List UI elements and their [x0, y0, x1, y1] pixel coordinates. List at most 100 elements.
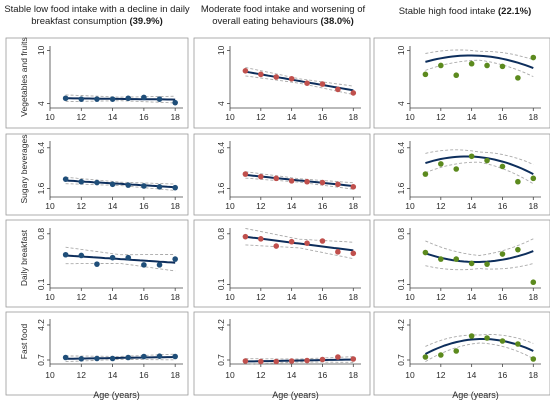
- x-tick-label: 12: [77, 201, 87, 211]
- data-point: [304, 178, 310, 185]
- y-tick-label: 4.2: [396, 319, 406, 331]
- data-point: [141, 262, 147, 268]
- x-tick-label: 12: [77, 112, 87, 122]
- data-point: [530, 356, 537, 362]
- data-point: [350, 356, 357, 362]
- panel-1-2: 0.1 0.8 10 12 14 16 18: [193, 219, 371, 308]
- data-point: [468, 333, 475, 339]
- data-point: [156, 353, 163, 360]
- data-point: [438, 352, 444, 358]
- ci-upper-line: [425, 334, 534, 347]
- data-point: [62, 95, 69, 102]
- data-point: [515, 246, 521, 253]
- x-tick-label: 12: [436, 292, 446, 302]
- column-title-1-text: Moderate food intake and worsening of ov…: [200, 4, 366, 27]
- data-point: [172, 184, 178, 191]
- data-point: [172, 353, 178, 360]
- data-point: [273, 175, 280, 182]
- data-point: [438, 62, 444, 69]
- data-point: [273, 243, 280, 249]
- panel-0-1: 1.6 6.4 10 12 14 16 18 Sugary beverages: [5, 133, 189, 216]
- data-point: [499, 338, 506, 344]
- panel-frame: [373, 133, 550, 216]
- panel-frame: [373, 311, 550, 396]
- x-axis-title: Age (years): [452, 390, 499, 400]
- data-point: [94, 355, 100, 362]
- ci-upper-line: [425, 238, 534, 256]
- column-title-0-pct: (39.9%): [129, 16, 163, 27]
- y-tick-label: 4: [396, 101, 406, 106]
- ci-lower-line: [245, 75, 354, 95]
- x-tick-label: 18: [349, 370, 359, 380]
- row-label: Daily breakfast: [19, 229, 29, 286]
- data-point: [258, 236, 264, 242]
- x-tick-label: 14: [467, 112, 477, 122]
- panel-frame: [5, 311, 189, 396]
- data-point: [453, 348, 460, 354]
- x-tick-label: 18: [529, 201, 539, 211]
- data-point: [350, 90, 357, 96]
- data-point: [78, 178, 85, 185]
- panel-frame: [193, 219, 371, 308]
- data-point: [172, 256, 178, 262]
- data-point: [484, 261, 490, 267]
- data-point: [125, 254, 132, 261]
- panel-frame: [373, 37, 550, 129]
- data-point: [94, 96, 100, 102]
- data-point: [125, 182, 132, 188]
- data-point: [453, 256, 460, 262]
- x-tick-label: 12: [256, 201, 266, 211]
- column-title-1-pct: (38.0%): [320, 16, 354, 27]
- data-point: [499, 163, 506, 170]
- y-tick-label: 0.1: [216, 278, 226, 290]
- data-point: [422, 171, 429, 177]
- panel-1-0: 4 10 10 12 14 16 18: [193, 37, 371, 129]
- y-tick-label: 0.7: [396, 354, 406, 366]
- y-tick-label: 1.6: [216, 182, 226, 194]
- panel-1-1: 1.6 6.4 10 12 14 16 18: [193, 133, 371, 216]
- column-title-2-pct: (22.1%): [498, 6, 532, 17]
- x-tick-label: 18: [170, 201, 180, 211]
- data-point: [288, 75, 295, 82]
- y-tick-label: 10: [396, 45, 406, 55]
- row-label: Fast food: [19, 324, 29, 360]
- y-tick-label: 6.4: [216, 142, 226, 154]
- data-point: [94, 261, 100, 267]
- fit-line: [65, 254, 176, 264]
- x-tick-label: 16: [498, 370, 508, 380]
- data-point: [242, 68, 249, 74]
- x-tick-label: 18: [170, 112, 180, 122]
- data-point: [319, 179, 326, 186]
- data-point: [468, 260, 475, 267]
- x-tick-label: 10: [45, 370, 55, 380]
- x-tick-label: 16: [498, 201, 508, 211]
- data-point: [515, 75, 521, 81]
- x-tick-label: 14: [108, 370, 118, 380]
- x-tick-label: 16: [318, 201, 328, 211]
- data-point: [62, 354, 69, 361]
- column-title-0-text: Stable low food intake with a decline in…: [4, 4, 190, 27]
- ci-lower-line: [425, 59, 534, 78]
- data-point: [288, 358, 295, 364]
- y-tick-label: 4.2: [216, 319, 226, 331]
- data-point: [335, 86, 341, 93]
- data-point: [125, 95, 132, 102]
- data-point: [78, 96, 85, 102]
- x-tick-label: 18: [529, 112, 539, 122]
- data-point: [156, 262, 163, 268]
- x-tick-label: 14: [108, 292, 118, 302]
- data-point: [319, 356, 326, 363]
- ci-lower-line: [425, 342, 534, 362]
- data-point: [484, 157, 490, 164]
- x-axis-title: Age (years): [272, 390, 319, 400]
- data-point: [335, 354, 341, 360]
- x-tick-label: 12: [77, 292, 87, 302]
- data-point: [468, 60, 475, 67]
- x-tick-label: 16: [318, 370, 328, 380]
- data-point: [242, 171, 249, 177]
- column-title-2-text: Stable high food intake: [398, 6, 496, 17]
- panel-frame: [5, 133, 189, 216]
- row-label: Vegetables and fruits: [19, 37, 29, 116]
- x-tick-label: 12: [256, 370, 266, 380]
- data-point: [109, 181, 116, 188]
